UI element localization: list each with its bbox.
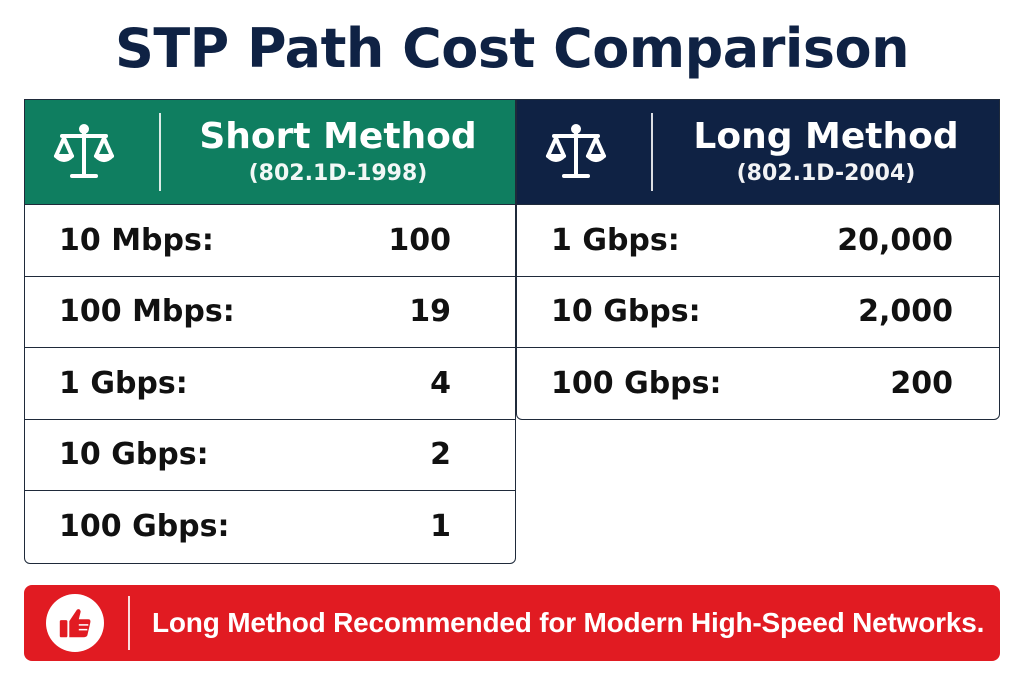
table-row: 100 Mbps: 19 <box>25 275 515 348</box>
table-row: 10 Mbps: 100 <box>25 204 515 276</box>
table-row: 1 Gbps: 20,000 <box>517 204 999 276</box>
cost-value: 2,000 <box>858 294 953 330</box>
short-method-header: Short Method (802.1D-1998) <box>25 100 515 204</box>
table-row: 100 Gbps: 1 <box>25 490 515 562</box>
speed-label: 1 Gbps: <box>59 365 188 401</box>
cost-value: 20,000 <box>837 222 953 258</box>
cost-value: 1 <box>430 508 451 544</box>
long-method-title: Long Method <box>693 116 959 157</box>
cost-value: 2 <box>430 437 451 473</box>
page-title: STP Path Cost Comparison <box>114 17 910 80</box>
header-divider <box>651 113 653 191</box>
cost-value: 4 <box>430 365 451 401</box>
speed-label: 10 Gbps: <box>59 437 209 473</box>
cost-value: 19 <box>409 294 451 330</box>
speed-label: 10 Gbps: <box>551 294 701 330</box>
cost-value: 100 <box>388 222 451 258</box>
table-row: 100 Gbps: 200 <box>517 347 999 419</box>
long-method-header: Long Method (802.1D-2004) <box>517 100 999 204</box>
speed-label: 100 Mbps: <box>59 294 235 330</box>
speed-label: 1 Gbps: <box>551 222 680 258</box>
long-method-standard: (802.1D-2004) <box>736 161 916 186</box>
table-row: 10 Gbps: 2 <box>25 418 515 491</box>
short-method-title: Short Method <box>199 116 477 157</box>
long-method-table: Long Method (802.1D-2004) 1 Gbps: 20,000… <box>516 99 1000 420</box>
banner-text: Long Method Recommended for Modern High-… <box>152 607 985 638</box>
speed-label: 100 Gbps: <box>551 365 722 401</box>
banner-divider <box>128 596 130 650</box>
table-row: 10 Gbps: 2,000 <box>517 275 999 348</box>
table-row: 1 Gbps: 4 <box>25 347 515 419</box>
speed-label: 100 Gbps: <box>59 508 230 544</box>
speed-label: 10 Mbps: <box>59 222 214 258</box>
header-divider <box>159 113 161 191</box>
scale-icon <box>541 117 611 187</box>
recommendation-banner: Long Method Recommended for Modern High-… <box>24 585 1000 661</box>
cost-value: 200 <box>890 365 953 401</box>
short-method-standard: (802.1D-1998) <box>248 161 428 186</box>
short-method-table: Short Method (802.1D-1998) 10 Mbps: 100 … <box>24 99 516 564</box>
scale-icon <box>49 117 119 187</box>
thumbs-up-icon <box>46 594 104 652</box>
